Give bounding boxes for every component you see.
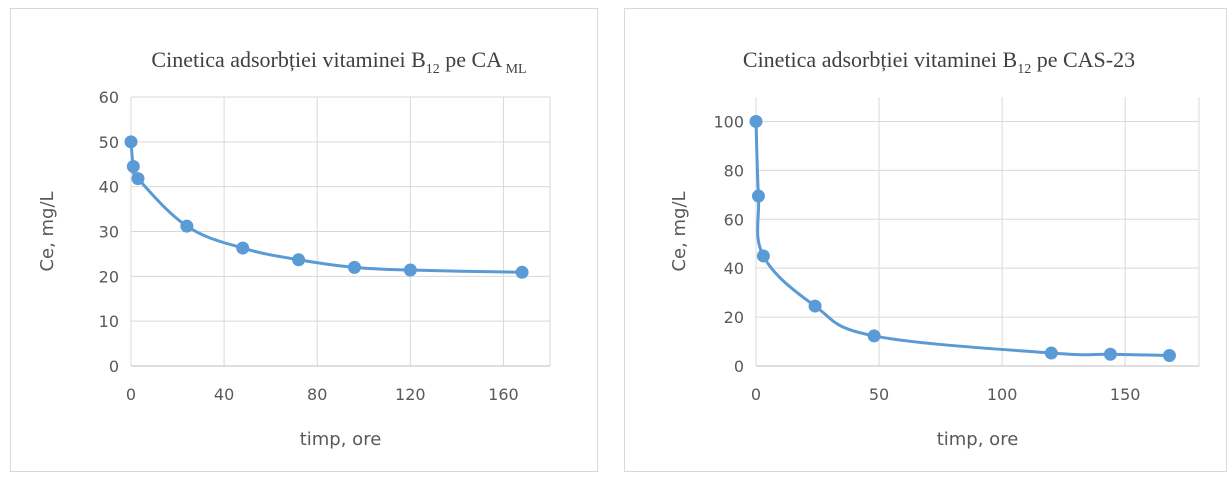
y-tick-label: 80 (724, 161, 744, 180)
y-tick-label: 40 (724, 259, 744, 278)
data-point (867, 329, 881, 343)
data-point (180, 219, 194, 233)
x-tick-label: 160 (488, 385, 519, 404)
data-point (808, 299, 822, 313)
title-main: Cinetica adsorbției vitaminei B (743, 47, 1017, 72)
chart-title: Cinetica adsorbției vitaminei B12 pe CA … (151, 47, 526, 77)
x-tick-label: 0 (751, 385, 761, 404)
x-tick-label: 50 (869, 385, 889, 404)
x-tick-label: 100 (987, 385, 1018, 404)
x-tick-label: 120 (395, 385, 426, 404)
series-line (754, 121, 1170, 357)
data-point (347, 260, 361, 274)
x-tick-label: 80 (307, 385, 327, 404)
y-tick-label: 0 (734, 357, 744, 376)
chart-left: Cinetica adsorbției vitaminei B12 pe CA … (37, 47, 551, 450)
data-point (236, 241, 250, 255)
data-point (1044, 346, 1058, 360)
y-tick-label: 10 (99, 312, 119, 331)
data-point (403, 263, 417, 277)
data-point (515, 265, 529, 279)
x-tick-label: 40 (214, 385, 234, 404)
y-tick-label: 60 (99, 88, 119, 107)
chart-panel-left: Cinetica adsorbției vitaminei B12 pe CA … (10, 8, 598, 472)
title-tail: pe CA (440, 47, 502, 72)
title-tail: pe CAS-23 (1031, 47, 1135, 72)
chart-title: Cinetica adsorbției vitaminei B12 pe CAS… (743, 47, 1135, 77)
y-tick-label: 50 (99, 133, 119, 152)
y-tick-label: 30 (99, 223, 119, 242)
y-tick-label: 60 (724, 210, 744, 229)
data-point (756, 249, 770, 263)
data-point (1162, 348, 1176, 362)
series-line (129, 141, 523, 274)
data-point (126, 159, 140, 173)
x-tick-label: 150 (1110, 385, 1141, 404)
title-subscript: 12 (426, 62, 440, 77)
y-tick-label: 20 (99, 267, 119, 286)
y-tick-label: 40 (99, 178, 119, 197)
data-point (292, 253, 306, 267)
y-axis-label: Ce, mg/L (37, 191, 58, 271)
data-point (751, 189, 765, 203)
data-point (1103, 347, 1117, 361)
data-point (124, 135, 138, 149)
data-point (131, 172, 145, 186)
data-point (749, 114, 763, 128)
x-tick-label: 0 (126, 385, 136, 404)
title-subscript: 12 (1017, 62, 1031, 77)
x-axis-label: timp, ore (300, 429, 382, 450)
y-tick-label: 100 (713, 112, 744, 131)
y-tick-label: 0 (109, 357, 119, 376)
y-tick-label: 20 (724, 308, 744, 327)
title-tail-subscript: ML (502, 62, 527, 77)
title-main: Cinetica adsorbției vitaminei B (151, 47, 425, 72)
chart-right: Cinetica adsorbției vitaminei B12 pe CAS… (669, 47, 1200, 450)
x-axis-label: timp, ore (937, 429, 1019, 450)
chart-panel-right: Cinetica adsorbției vitaminei B12 pe CAS… (624, 8, 1227, 472)
y-axis-label: Ce, mg/L (669, 191, 690, 271)
